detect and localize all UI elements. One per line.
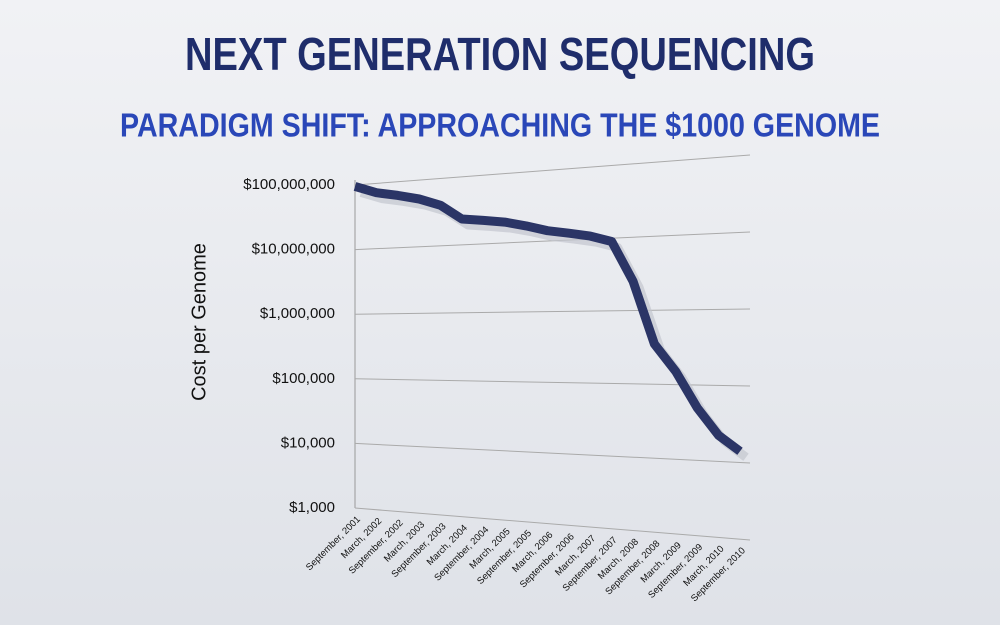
chart-subtitle: PARADIGM SHIFT: APPROACHING THE $1000 GE… bbox=[120, 107, 880, 144]
y-tick-label: $100,000 bbox=[272, 370, 335, 387]
data-line bbox=[353, 182, 743, 455]
y-tick-label: $1,000,000 bbox=[260, 305, 335, 322]
grid-line bbox=[354, 442, 751, 464]
grid-line bbox=[354, 154, 751, 186]
grid-line bbox=[354, 507, 751, 541]
y-tick-label: $10,000 bbox=[281, 434, 335, 451]
y-tick-label: $1,000 bbox=[289, 499, 335, 516]
grid-line bbox=[354, 308, 751, 315]
y-axis-label: Cost per Genome bbox=[188, 243, 210, 401]
y-tick-label: $100,000,000 bbox=[243, 176, 335, 193]
y-tick-label: $10,000,000 bbox=[252, 241, 335, 258]
chart-title: NEXT GENERATION SEQUENCING bbox=[185, 28, 815, 80]
